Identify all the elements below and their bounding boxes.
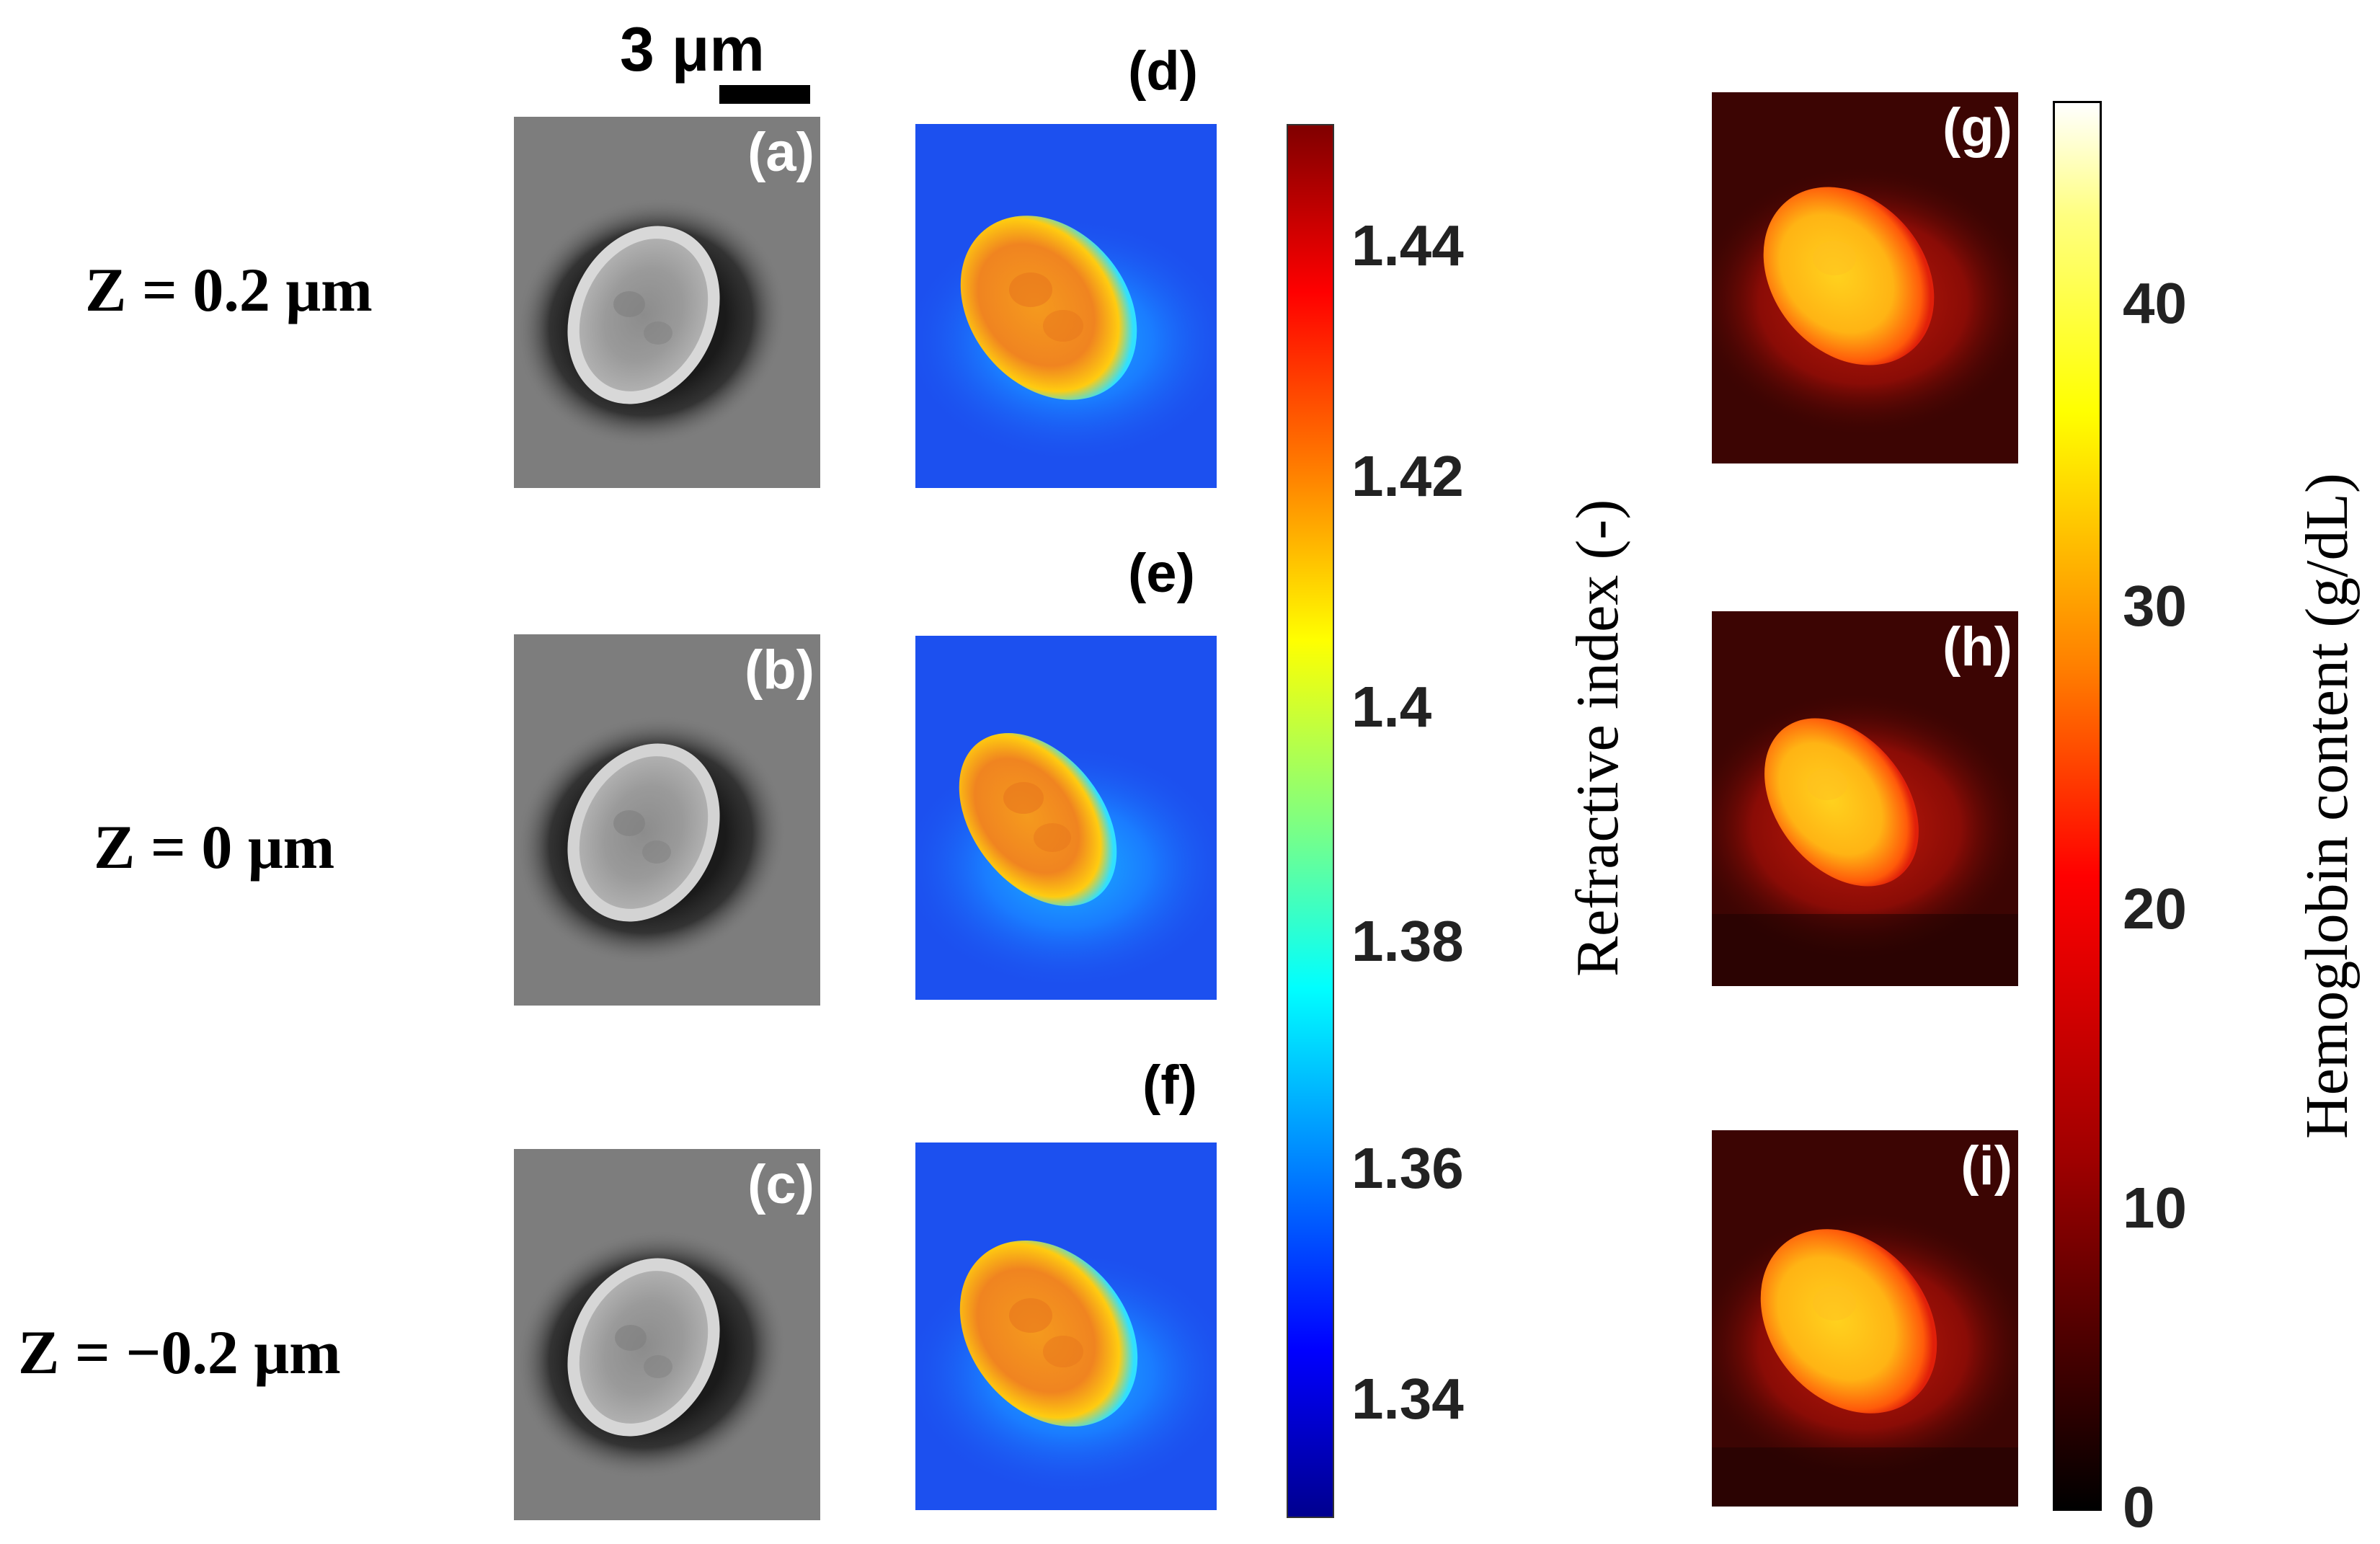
hb-tick: 20 <box>2123 877 2187 941</box>
z-label-middle: Z = 0 μm <box>94 812 335 882</box>
z-label-top: Z = 0.2 μm <box>85 255 373 324</box>
ri-tick: 1.36 <box>1351 1136 1464 1200</box>
ri-tick: 1.38 <box>1351 909 1464 973</box>
brightfield-panel-a: (a) <box>514 117 820 488</box>
hemoglobin-axis-label: Hemoglobin content (g/dL) <box>2294 473 2361 1139</box>
hemoglobin-panel-g: (g) <box>1712 92 2018 463</box>
ri-tick: 1.42 <box>1351 444 1464 508</box>
refractive-index-panel-e <box>915 636 1217 1000</box>
ri-tick: 1.44 <box>1351 213 1464 278</box>
panel-letter-d: (d) <box>1128 40 1199 102</box>
hb-tick: 30 <box>2123 574 2187 638</box>
brightfield-panel-c: (c) <box>514 1149 820 1520</box>
hb-tick: 10 <box>2123 1176 2187 1240</box>
hemoglobin-map <box>1712 1130 2018 1507</box>
refractive-index-panel-d <box>915 124 1217 488</box>
panel-letter-b: (b) <box>744 639 814 701</box>
panel-letter-i: (i) <box>1961 1135 2012 1197</box>
hemoglobin-panel-i: (i) <box>1712 1130 2018 1507</box>
z-label-bottom: Z = −0.2 μm <box>18 1318 341 1387</box>
panel-letter-f: (f) <box>1142 1055 1197 1116</box>
hemoglobin-map <box>1712 92 2018 463</box>
hemoglobin-map <box>1712 611 2018 986</box>
brightfield-cell-image <box>514 117 820 488</box>
refractive-index-map <box>915 124 1217 488</box>
brightfield-panel-b: (b) <box>514 634 820 1006</box>
brightfield-cell-image <box>514 634 820 1006</box>
brightfield-cell-image <box>514 1149 820 1520</box>
ri-tick: 1.34 <box>1351 1367 1464 1431</box>
refractive-index-map <box>915 1143 1217 1510</box>
panel-letter-h: (h) <box>1942 616 2012 678</box>
panel-letter-e: (e) <box>1128 543 1195 604</box>
hemoglobin-colorbar <box>2053 101 2102 1511</box>
panel-letter-c: (c) <box>747 1154 814 1215</box>
ri-tick: 1.4 <box>1351 675 1432 739</box>
scale-bar <box>719 85 810 104</box>
refractive-index-map <box>915 636 1217 1000</box>
hemoglobin-panel-h: (h) <box>1712 611 2018 986</box>
refractive-index-panel-f <box>915 1143 1217 1510</box>
scale-bar-label: 3 μm <box>620 15 765 84</box>
hb-tick: 40 <box>2123 271 2187 335</box>
panel-letter-g: (g) <box>1942 97 2012 159</box>
panel-letter-a: (a) <box>747 122 814 183</box>
hb-tick: 0 <box>2123 1475 2155 1539</box>
refractive-index-colorbar <box>1287 124 1334 1518</box>
refractive-index-axis-label: Refractive index (-) <box>1564 499 1631 977</box>
